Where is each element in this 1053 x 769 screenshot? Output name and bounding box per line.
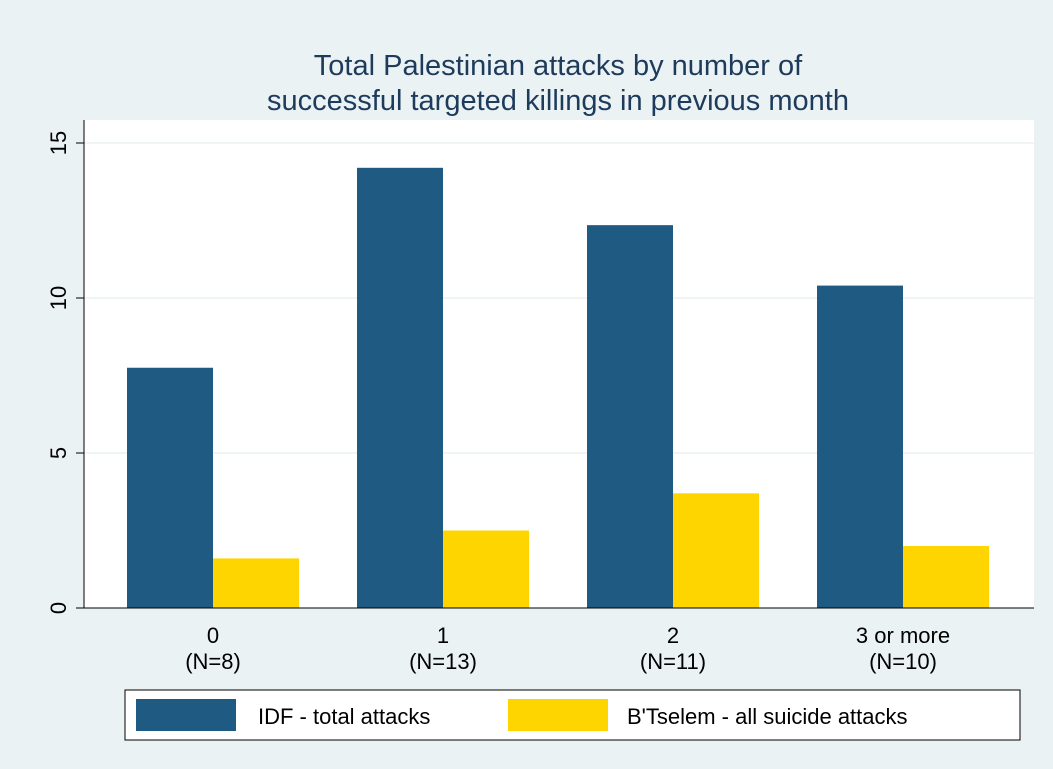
y-tick-label-3: 15	[46, 131, 71, 155]
y-axis-ticks: 0 5 10 15	[46, 131, 84, 614]
legend-label-idf: IDF - total attacks	[258, 704, 430, 729]
y-tick-label-0: 0	[46, 602, 71, 614]
legend-label-btselem: B'Tselem - all suicide attacks	[627, 704, 908, 729]
bars	[127, 167, 989, 609]
x-tick-label-3: 3 or more	[856, 623, 950, 648]
x-tick-sublabel-0: (N=8)	[185, 649, 241, 674]
bar-btselem-1	[443, 530, 529, 608]
bar-btselem-0	[213, 558, 299, 608]
chart-title-line-2: successful targeted killings in previous…	[267, 85, 849, 117]
legend-swatch-btselem	[508, 699, 608, 731]
legend: IDF - total attacks B'Tselem - all suici…	[124, 689, 1021, 741]
y-tick-label-1: 5	[46, 447, 71, 459]
bar-idf-0	[127, 367, 213, 608]
x-tick-sublabel-1: (N=13)	[409, 649, 477, 674]
x-axis-labels: 0(N=8) 1(N=13) 2(N=11) 3 or more(N=10)	[185, 623, 950, 674]
bar-btselem-3	[903, 546, 989, 608]
chart-title-line-1: Total Palestinian attacks by number of	[314, 50, 803, 82]
bar-btselem-2	[673, 493, 759, 608]
x-tick-sublabel-3: (N=10)	[869, 649, 937, 674]
y-tick-label-2: 10	[46, 286, 71, 310]
bar-idf-2	[587, 225, 673, 608]
legend-swatch-idf	[136, 699, 236, 731]
bar-idf-1	[357, 167, 443, 609]
x-tick-sublabel-2: (N=11)	[640, 649, 706, 674]
bar-idf-3	[817, 285, 903, 608]
x-tick-label-0: 0	[207, 623, 219, 648]
x-tick-label-1: 1	[437, 623, 449, 648]
x-tick-label-2: 2	[667, 623, 679, 648]
